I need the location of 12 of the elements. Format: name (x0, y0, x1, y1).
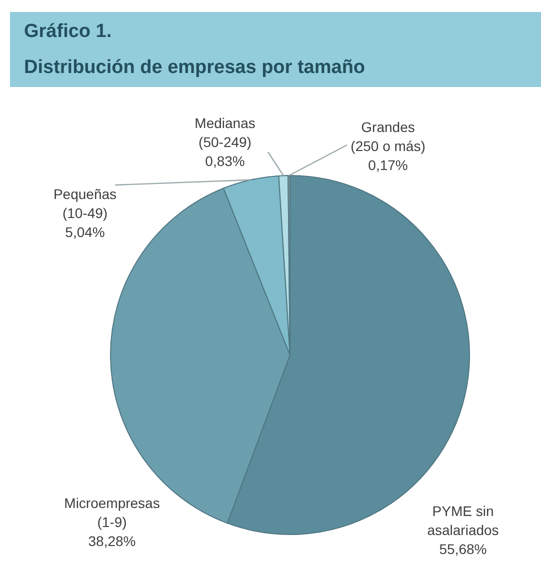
slice-label: Microempresas (1-9) (64, 494, 160, 530)
slice-label: PYME sin asalariados (427, 502, 499, 538)
data-label: 0,17% (368, 156, 408, 173)
data-label: 0,83% (205, 152, 245, 169)
data-label: 55,68% (439, 540, 487, 557)
chart-subtitle: Distribución de empresas por tamaño (24, 56, 366, 80)
slice-label: Medianas (50-249) (194, 114, 256, 150)
chart-title: Gráfico 1. (24, 20, 113, 44)
slice-label: Pequeñas (10-49) (53, 186, 117, 221)
slice-label: Grandes (250 o más) (350, 118, 426, 154)
data-label: 38,28% (88, 532, 136, 549)
data-label: 5,04% (65, 224, 105, 240)
